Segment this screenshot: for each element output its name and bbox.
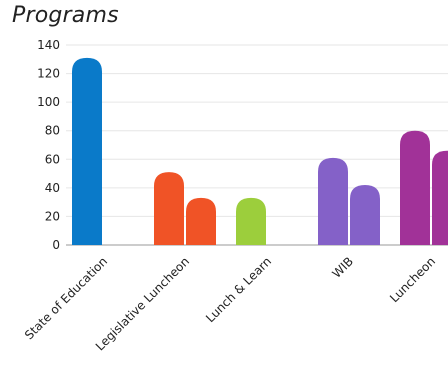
bar-4-0 bbox=[400, 130, 430, 245]
y-tick-label: 40 bbox=[45, 181, 60, 195]
bar-2-0 bbox=[236, 197, 266, 245]
chart-title: Programs bbox=[12, 3, 119, 28]
category-label: WIB bbox=[330, 254, 357, 281]
bar-1-0 bbox=[154, 172, 184, 245]
y-tick-label: 20 bbox=[45, 209, 60, 223]
y-tick-label: 80 bbox=[45, 124, 60, 138]
category-label: Legislative Luncheon bbox=[93, 254, 192, 353]
y-tick-label: 0 bbox=[52, 238, 60, 252]
bar-0-0 bbox=[72, 57, 102, 245]
bar-3-0 bbox=[318, 157, 348, 245]
y-tick-label: 120 bbox=[37, 67, 60, 81]
category-label: Luncheon bbox=[387, 254, 438, 305]
y-tick-label: 60 bbox=[45, 152, 60, 166]
category-label: State of Education bbox=[22, 254, 110, 342]
bar-1-1 bbox=[186, 197, 216, 245]
bar-3-1 bbox=[350, 185, 380, 245]
y-tick-label: 140 bbox=[37, 38, 60, 52]
bar-4-1 bbox=[432, 150, 448, 245]
category-label: Lunch & Learn bbox=[203, 254, 274, 325]
y-tick-label: 100 bbox=[37, 95, 60, 109]
